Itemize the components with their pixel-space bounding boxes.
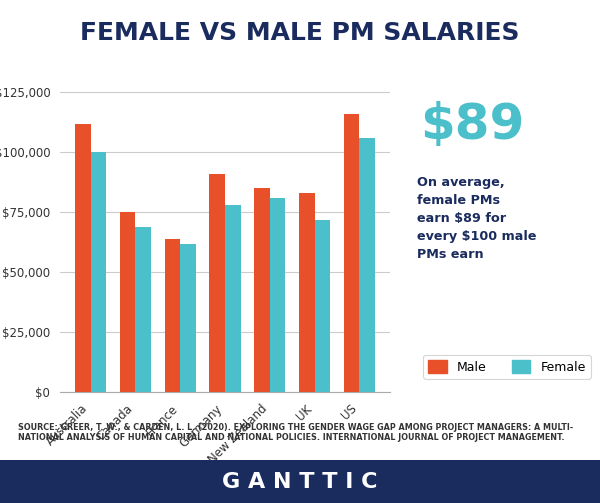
Bar: [254, 189, 270, 392]
Bar: [344, 114, 359, 392]
Bar: [164, 239, 180, 392]
Bar: [299, 193, 314, 392]
Bar: [314, 220, 330, 392]
Bar: [91, 152, 106, 392]
Text: $89: $89: [420, 101, 524, 148]
Text: G A N T T I C: G A N T T I C: [222, 472, 378, 491]
Legend: Male, Female: Male, Female: [423, 355, 591, 379]
Bar: [75, 124, 91, 392]
Bar: [270, 198, 286, 392]
Bar: [136, 227, 151, 392]
Bar: [120, 212, 136, 392]
Text: FEMALE VS MALE PM SALARIES: FEMALE VS MALE PM SALARIES: [80, 21, 520, 45]
Bar: [209, 174, 225, 392]
Text: SOURCE: GREER, T. W., & CARDEN, L. L. (2020). EXPLORING THE GENDER WAGE GAP AMON: SOURCE: GREER, T. W., & CARDEN, L. L. (2…: [18, 423, 573, 442]
Bar: [359, 138, 375, 392]
Bar: [225, 205, 241, 392]
Text: On average,
female PMs
earn $89 for
every $100 male
PMs earn: On average, female PMs earn $89 for ever…: [417, 176, 536, 261]
Bar: [180, 243, 196, 392]
